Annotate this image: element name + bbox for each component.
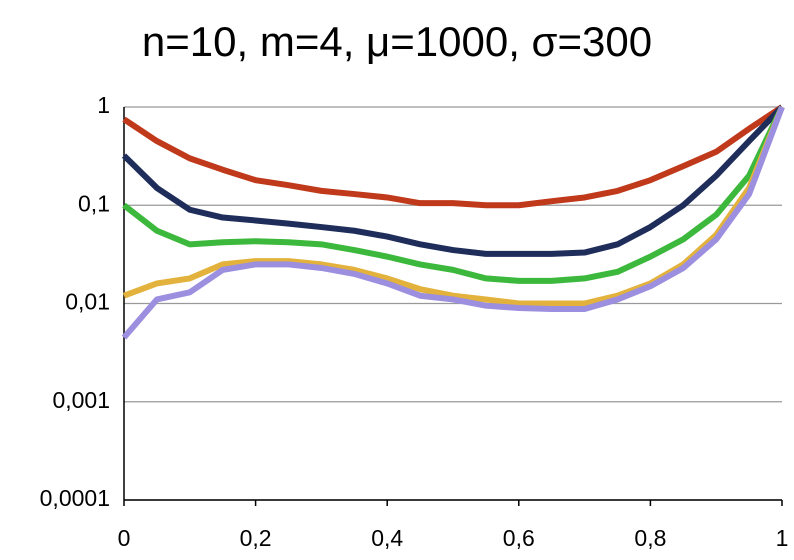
y-tick-label: 0,01 [65, 289, 110, 315]
x-tick-label: 0 [118, 525, 131, 551]
series-line [121, 105, 785, 340]
y-tick-label: 0,0001 [40, 485, 110, 511]
series-line [122, 105, 785, 284]
series-line [122, 104, 784, 209]
x-tick-label: 0,8 [634, 525, 666, 551]
chart-title: n=10, m=4, μ=1000, σ=300 [142, 18, 652, 65]
y-tick-label: 1 [97, 92, 110, 118]
x-tick-label: 0,2 [240, 525, 272, 551]
series-line [121, 104, 785, 257]
x-tick-label: 1 [776, 525, 789, 551]
y-tick-label: 0,001 [52, 387, 110, 413]
x-tick-label: 0,6 [503, 525, 535, 551]
y-tick-label: 0,1 [78, 190, 110, 216]
x-tick-label: 0,4 [371, 525, 403, 551]
